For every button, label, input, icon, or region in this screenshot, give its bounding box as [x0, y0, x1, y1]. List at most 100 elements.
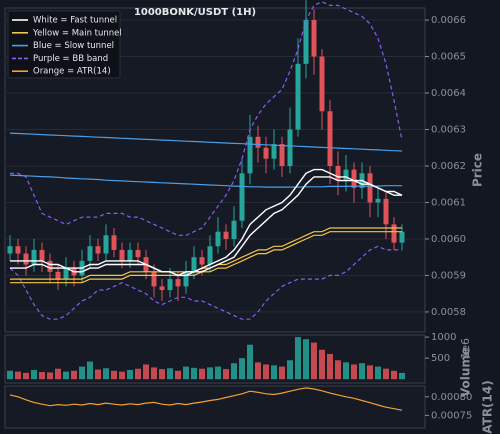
legend-box [7, 10, 121, 79]
candle-body [287, 129, 293, 166]
y-tick-label: 0.0058 [431, 307, 466, 318]
volume-bar [351, 364, 357, 380]
volume-bar [79, 366, 85, 380]
volume-bar [375, 366, 381, 380]
offset-text: 1e6 [459, 338, 472, 359]
candle-body [231, 220, 237, 239]
volume-bar [231, 363, 237, 380]
volume-bar [247, 344, 253, 380]
volume-bar [55, 368, 61, 380]
volume-bar [287, 360, 293, 380]
candle-body [383, 198, 389, 225]
candle-body [95, 246, 101, 254]
legend-label: White = Fast tunnel [33, 16, 117, 26]
candle-body [135, 249, 141, 258]
volume-bar [63, 371, 69, 380]
volume-bar [71, 370, 77, 380]
volume-bar [239, 358, 245, 380]
candle-body [191, 257, 197, 272]
volume-bar [223, 369, 229, 380]
volume-bar [367, 365, 373, 380]
volume-bar [359, 363, 365, 380]
volume-bar [159, 369, 165, 380]
candle-body [175, 279, 181, 287]
volume-bar [191, 367, 197, 380]
volume-bar [47, 372, 53, 380]
overlay-line [10, 227, 402, 280]
candle-body [343, 169, 349, 181]
candle-body [55, 271, 61, 280]
candle-body [63, 268, 69, 280]
volume-bar [263, 364, 269, 380]
y-tick-label: 1000 [431, 332, 456, 343]
volume-bar [199, 368, 205, 380]
legend-label: Orange = ATR(14) [33, 67, 111, 77]
candle-body [39, 249, 45, 261]
candle-body [151, 271, 157, 287]
candle-body [311, 20, 317, 57]
volume-bar [103, 368, 109, 380]
volume-bar [183, 366, 189, 380]
overlay-line [9, 245, 402, 320]
candle-body [391, 224, 397, 243]
legend-label: Purple = BB band [33, 54, 108, 64]
volume-bar [135, 368, 141, 380]
legend-label: Yellow = Main tunnel [32, 28, 122, 38]
volume-bar [31, 369, 37, 380]
volume-bar [279, 366, 285, 380]
legend-label: Blue = Slow tunnel [33, 41, 114, 51]
chart-title: 1000BONK/USDT (1H) [134, 7, 256, 18]
y-tick-label: 0.0062 [431, 161, 466, 172]
volume-bar [7, 370, 13, 380]
volume-bar [319, 349, 325, 380]
candle-body [207, 246, 213, 265]
volume-bar [399, 372, 405, 380]
candle-body [319, 56, 325, 112]
candle-body [375, 198, 381, 203]
volume-bar [111, 370, 117, 380]
volume-bar [175, 370, 181, 380]
volume-bar [391, 370, 397, 380]
candle-body [47, 260, 53, 272]
candle-body [279, 144, 285, 166]
candle-body [215, 231, 221, 247]
y-tick-label: 0.0060 [431, 234, 466, 245]
candle-body [303, 20, 309, 64]
candle-body [351, 169, 357, 188]
overlay-line [10, 1, 403, 236]
atr-panel [4, 385, 426, 429]
overlay-line [10, 231, 402, 284]
volume-bar [335, 360, 341, 380]
volume-bar [295, 337, 301, 380]
overlay-line [10, 168, 402, 277]
y-tick-label: 500 [431, 353, 450, 364]
candle-body [31, 249, 37, 265]
volume-bar [303, 339, 309, 380]
volume-bar [119, 371, 125, 380]
y-axis-label: ATR(14) [481, 380, 495, 433]
volume-bar [207, 367, 213, 380]
volume-bar [271, 365, 277, 380]
candle-body [271, 144, 277, 159]
candle-body [167, 279, 173, 291]
volume-bar [343, 362, 349, 380]
candle-body [335, 165, 341, 181]
candle-body [127, 249, 133, 261]
y-tick-label: 0.0064 [431, 88, 466, 99]
candle-body [399, 231, 405, 243]
volume-bar [87, 361, 93, 380]
volume-bar [127, 369, 133, 380]
y-axis-label: Price [471, 153, 485, 187]
volume-bar [23, 372, 29, 380]
y-axis-label: Volume [459, 347, 473, 397]
y-tick-label: 0.0059 [431, 270, 466, 281]
y-tick-label: 0.00080 [431, 392, 472, 403]
candle-body [159, 286, 165, 291]
volume-bar [167, 368, 173, 380]
volume-bar [143, 364, 149, 380]
volume-bar [95, 369, 101, 380]
y-tick-label: 0.00075 [431, 410, 472, 421]
overlay-line [9, 174, 402, 188]
y-tick-label: 0.0061 [431, 197, 466, 208]
